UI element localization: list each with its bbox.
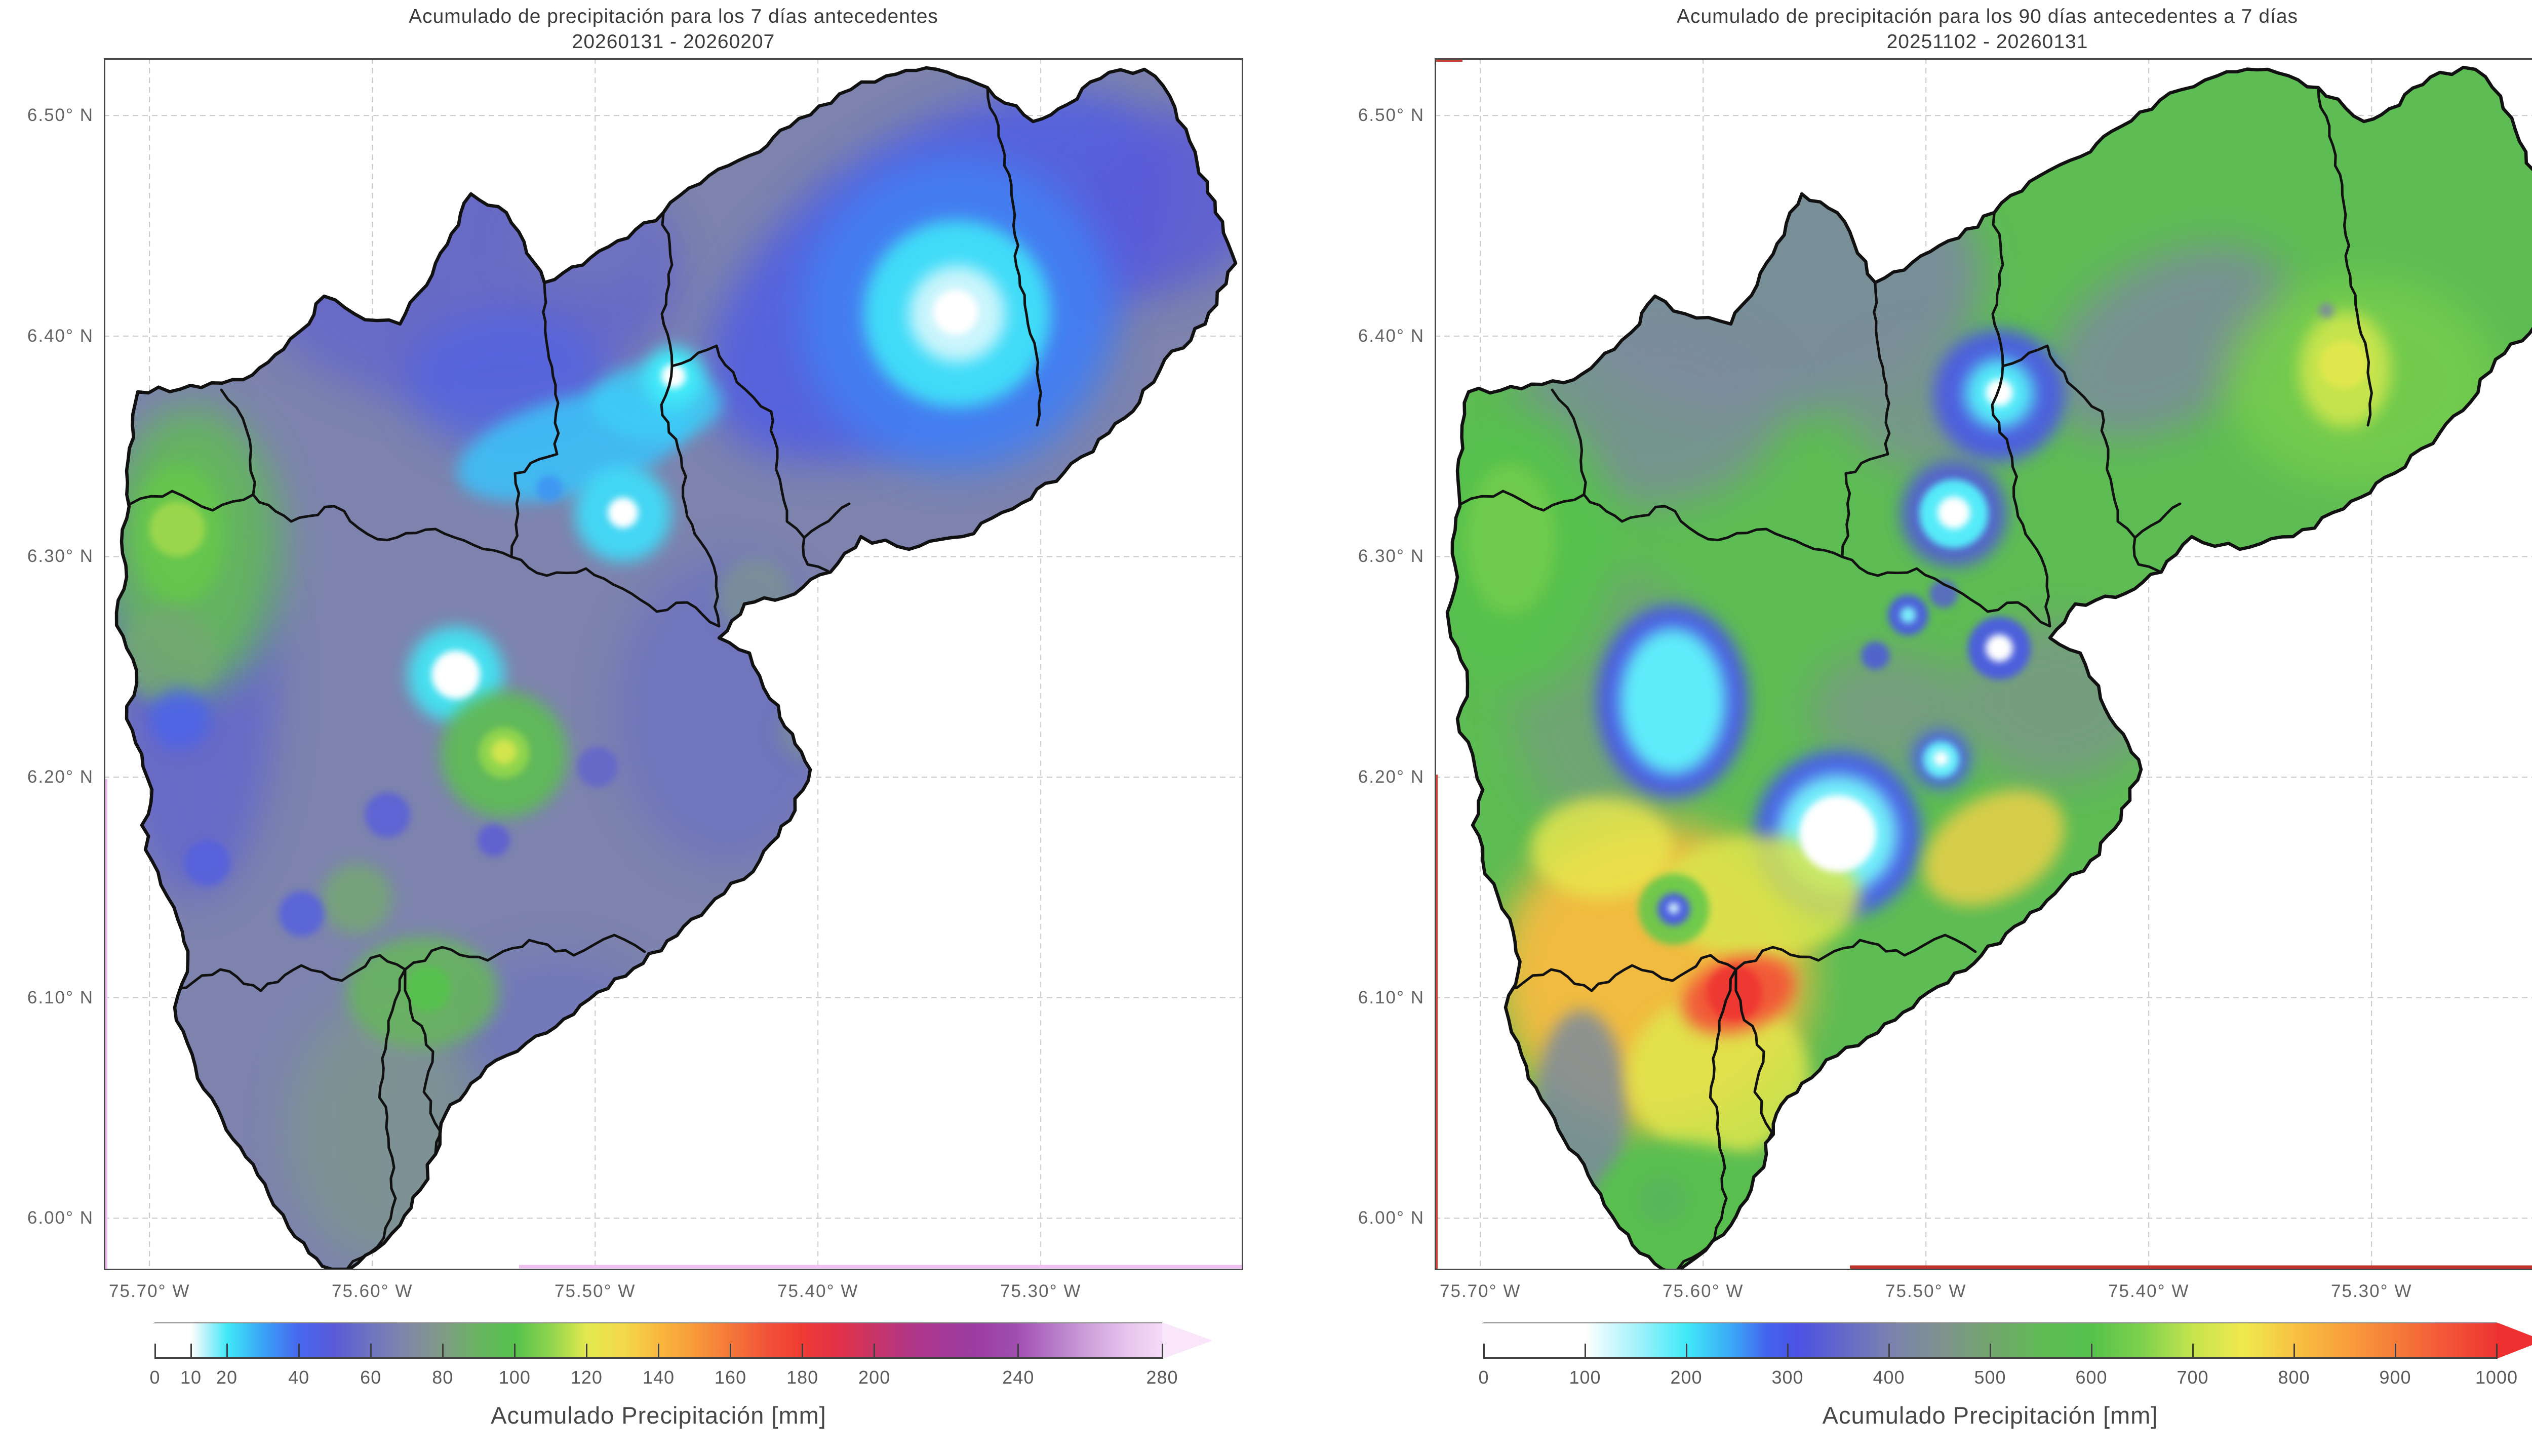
precipitation-map-7-days: 6.50° N 6.40° N 6.30° N 6.20° N 6.10° N 6.00°… <box>27 58 1243 1301</box>
colorbar-tick <box>1888 1344 1890 1359</box>
x-tick-label: 75.40° W <box>777 1281 859 1301</box>
colorbar-tick-label: 600 <box>2075 1367 2108 1388</box>
colorbar-tick-label: 800 <box>2278 1367 2310 1388</box>
colorbar-tick-label: 80 <box>432 1367 454 1388</box>
colorbar-tick <box>2090 1344 2092 1359</box>
y-tick-label: 6.10° N <box>27 987 94 1007</box>
colorbar-tick <box>1989 1344 1991 1359</box>
colorbar-over-arrow <box>1162 1322 1213 1359</box>
colorbar-under-arrow <box>104 1322 155 1360</box>
precipitation-map-90-days: 6.50° N 6.40° N 6.30° N 6.20° N 6.10° N 6.00°… <box>1358 58 2532 1301</box>
colorbar-tick-label: 40 <box>288 1367 310 1388</box>
precipitation-field <box>1447 67 2532 1270</box>
colorbar-tick <box>658 1344 659 1359</box>
y-tick-label: 6.20° N <box>27 767 94 787</box>
colorbar-label-left: Acumulado Precipitación [mm] <box>491 1402 826 1429</box>
x-tick-label: 75.30° W <box>1000 1281 1082 1301</box>
colorbar-tick-label: 400 <box>1873 1367 1905 1388</box>
x-tick-label: 75.60° W <box>1663 1281 1744 1301</box>
watershed-outline <box>1445 65 2532 1270</box>
colorbar-tick <box>1685 1344 1687 1359</box>
colorbar-tick <box>1483 1344 1485 1359</box>
colorbar-tick-label: 100 <box>498 1367 531 1388</box>
left-panel-subtitle: 20260131 - 20260207 <box>572 31 775 53</box>
y-tick-label: 6.00° N <box>1358 1208 1425 1228</box>
y-tick-label: 6.10° N <box>1358 987 1425 1007</box>
x-tick-label: 75.70° W <box>1440 1281 1521 1301</box>
colorbar-tick <box>585 1344 587 1359</box>
colorbar-tick <box>442 1344 444 1359</box>
colorbar-tick-label: 300 <box>1771 1367 1804 1388</box>
x-tick-label: 75.70° W <box>109 1281 190 1301</box>
colorbar-tick <box>2192 1344 2194 1359</box>
colorbar-tick <box>1584 1344 1586 1359</box>
y-tick-label: 6.00° N <box>27 1208 94 1228</box>
colorbar-tick <box>226 1344 228 1359</box>
colorbar-tick-label: 500 <box>1974 1367 2006 1388</box>
y-tick-label: 6.40° N <box>1358 326 1425 346</box>
x-tick-label: 75.50° W <box>1885 1281 1967 1301</box>
map-svg-7d <box>104 58 1243 1270</box>
watershed-outline <box>114 66 1238 1270</box>
y-tick-label: 6.20° N <box>1358 767 1425 787</box>
colorbar-tick-label: 100 <box>1569 1367 1601 1388</box>
colorbar-tick <box>1017 1344 1019 1359</box>
colorbar-tick-label: 240 <box>1002 1367 1035 1388</box>
colorbar-tick <box>370 1344 372 1359</box>
colorbar-tick <box>2496 1344 2498 1359</box>
colorbar-tick-label: 200 <box>858 1367 891 1388</box>
colorbar-tick <box>802 1344 804 1359</box>
precipitation-field <box>116 68 1236 1269</box>
x-tick-label: 75.60° W <box>332 1281 413 1301</box>
x-tick-label: 75.40° W <box>2108 1281 2190 1301</box>
colorbar-tick-label: 700 <box>2177 1367 2209 1388</box>
colorbar-7-days: 0 10 20 40 60 80 100 120 140 160 180 200 240 280 <box>104 1322 1213 1388</box>
colorbar-tick-label: 180 <box>786 1367 819 1388</box>
left-panel-title-block: Acumulado de precipitación para los 7 dí… <box>104 4 1243 55</box>
y-tick-label: 6.50° N <box>27 105 94 126</box>
map-svg-90d <box>1435 58 2532 1270</box>
axes-spines <box>104 58 1243 1270</box>
colorbar-tick <box>2293 1344 2295 1359</box>
right-panel-title-block: Acumulado de precipitación para los 90 d… <box>1435 4 2532 55</box>
colorbar-tick <box>730 1344 732 1359</box>
right-panel-title: Acumulado de precipitación para los 90 d… <box>1676 6 2299 27</box>
colorbar-tick <box>2394 1344 2396 1359</box>
colorbar-tick-label: 280 <box>1146 1367 1178 1388</box>
colorbar-tick-label: 160 <box>715 1367 747 1388</box>
colorbar-over-arrow <box>2497 1322 2532 1359</box>
x-tick-label: 75.50° W <box>555 1281 636 1301</box>
colorbar-tick-label: 900 <box>2379 1367 2411 1388</box>
colorbar-tick <box>513 1344 516 1359</box>
colorbar-tick-label: 60 <box>360 1367 382 1388</box>
colorbar-tick <box>1161 1344 1163 1359</box>
y-tick-label: 6.30° N <box>1358 546 1425 567</box>
colorbar-tick-label: 200 <box>1670 1367 1703 1388</box>
municipality-boundaries <box>1460 86 2373 1270</box>
colorbar-tick-label: 0 <box>1478 1367 1489 1388</box>
colorbar-under-arrow <box>1437 1322 1484 1360</box>
colorbar-tick-label: 0 <box>149 1367 161 1388</box>
colorbar-tick-label: 20 <box>216 1367 238 1388</box>
colorbar-90-days: 0 100 200 300 400 500 600 700 800 900 1000 <box>1437 1322 2532 1388</box>
colorbar-tick-label: 140 <box>642 1367 675 1388</box>
axes-spines <box>1435 58 2532 1270</box>
y-tick-label: 6.30° N <box>27 546 94 567</box>
y-tick-label: 6.50° N <box>1358 105 1425 126</box>
x-tick-label: 75.30° W <box>2331 1281 2412 1301</box>
colorbar-tick <box>874 1344 876 1359</box>
left-panel-title: Acumulado de precipitación para los 7 dí… <box>409 6 938 27</box>
right-panel-subtitle: 20251102 - 20260131 <box>1886 31 2088 53</box>
colorbar-tick-label: 10 <box>180 1367 202 1388</box>
colorbar-tick <box>154 1344 156 1359</box>
municipality-boundaries <box>129 86 1042 1269</box>
colorbar-tick <box>1787 1344 1789 1359</box>
y-tick-label: 6.40° N <box>27 326 94 346</box>
colorbar-tick <box>190 1344 192 1359</box>
colorbar-label-right: Acumulado Precipitación [mm] <box>1822 1402 2158 1429</box>
colorbar-tick-label: 120 <box>570 1367 603 1388</box>
colorbar-tick <box>298 1344 300 1359</box>
colorbar-tick-label: 1000 <box>2475 1367 2518 1388</box>
